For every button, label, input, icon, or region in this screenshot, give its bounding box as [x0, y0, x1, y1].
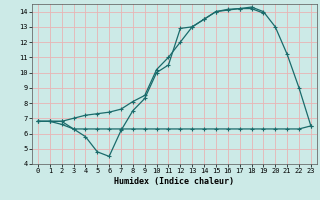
- X-axis label: Humidex (Indice chaleur): Humidex (Indice chaleur): [115, 177, 234, 186]
